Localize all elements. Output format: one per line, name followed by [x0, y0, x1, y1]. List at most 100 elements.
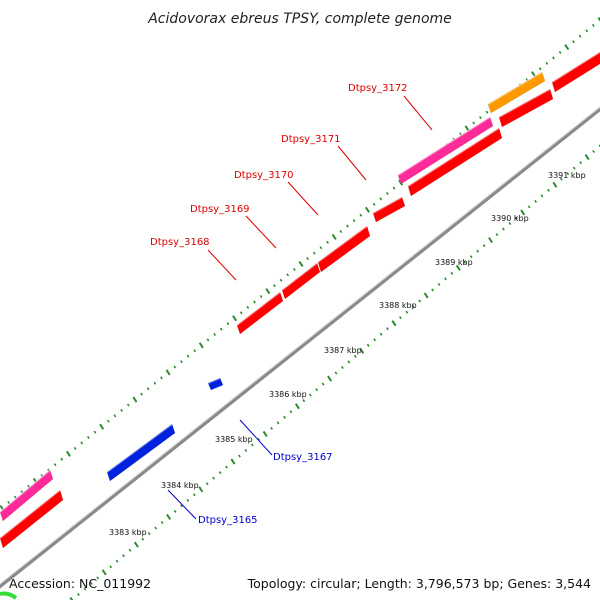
inner-tick: [166, 513, 172, 520]
outer-tick: [578, 34, 582, 38]
inner-tick-ring: [69, 144, 600, 600]
inner-tick: [238, 454, 241, 458]
outer-tick: [86, 435, 90, 440]
outer-tick: [213, 332, 217, 337]
inner-tick: [205, 482, 209, 486]
tick-label: 3391 kbp: [548, 171, 586, 180]
inner-tick: [347, 360, 351, 364]
leader-line: [403, 95, 433, 131]
leader-line: [337, 145, 367, 181]
inner-tick: [315, 388, 319, 392]
outer-tick: [525, 78, 529, 82]
gene-dtpsy-3167: [207, 377, 224, 391]
scale-labels: 3383 kbp 3384 kbp 3385 kbp 3386 kbp 3387 kbp…: [109, 171, 586, 537]
gene-label-reverse: Dtpsy_3167: [273, 452, 333, 463]
tick-label: 3389 kbp: [435, 258, 473, 267]
gene-dtpsy-3167-edge: [207, 377, 221, 384]
outer-tick: [93, 430, 97, 434]
outer-tick: [392, 186, 396, 190]
outer-tick: [113, 414, 117, 418]
outer-tick: [219, 327, 223, 331]
outer-tick: [346, 224, 349, 228]
gene-label-forward: Dtpsy_3172: [348, 83, 408, 94]
inner-tick: [308, 393, 312, 397]
inner-tick: [83, 587, 87, 591]
inner-tick: [534, 199, 537, 203]
inner-tick: [212, 476, 216, 480]
outer-tick: [53, 463, 57, 467]
gene-dtpsy-3169-edge: [281, 262, 318, 291]
inner-tick: [262, 430, 268, 437]
inner-tick: [198, 486, 204, 493]
inner-tick: [141, 537, 145, 541]
inner-tick: [527, 205, 531, 209]
outer-tick: [306, 257, 310, 261]
outer-tick: [120, 408, 123, 412]
outer-tick: [464, 125, 470, 132]
gene-dtpsy-3173: [551, 51, 600, 93]
gene-label-forward: Dtpsy_3169: [190, 204, 250, 215]
outer-tick: [140, 392, 143, 396]
inner-tick: [379, 332, 383, 336]
outer-tick: [259, 295, 263, 299]
outer-tick: [279, 278, 283, 282]
accession-label: Accession: NC_011992: [9, 576, 152, 591]
outer-tick: [364, 206, 370, 213]
gene-dtpsy-3172b-edge: [498, 88, 551, 118]
outer-tick: [564, 44, 570, 51]
inner-tick: [476, 249, 480, 253]
gene-dtpsy-3171-edge: [372, 196, 403, 214]
inner-tick: [552, 181, 558, 188]
gene-left-pink-edge: [0, 469, 51, 513]
outer-tick: [273, 284, 276, 288]
outer-tick: [485, 110, 489, 114]
outer-tick: [206, 338, 210, 342]
gene-left-red-edge: [0, 489, 61, 539]
leader-line: [287, 181, 319, 216]
tick-label: 3386 kbp: [269, 390, 307, 399]
inner-tick: [520, 209, 526, 216]
outer-tick: [65, 450, 71, 457]
inner-tick: [186, 498, 190, 502]
inner-tick: [283, 415, 286, 419]
backbone-line: [0, 106, 600, 589]
gene-label-forward: Dtpsy_3168: [150, 237, 210, 248]
gene-dtpsy-3169: [281, 262, 321, 300]
inner-tick: [115, 559, 119, 563]
inner-tick: [444, 277, 447, 281]
outer-tick: [385, 191, 389, 196]
gene-dtpsy-3172a: [407, 127, 503, 197]
outer-tick: [132, 396, 138, 403]
outer-tick: [352, 219, 356, 223]
outer-tick: [198, 342, 204, 349]
outer-tick: [472, 121, 476, 125]
inner-tick: [294, 403, 300, 410]
outer-tick: [99, 423, 105, 430]
gene-dtpsy-3172a-edge: [407, 127, 500, 187]
inner-tick: [341, 365, 344, 369]
outer-tick: [558, 51, 562, 55]
inner-tick: [437, 282, 441, 286]
inner-tick: [353, 354, 357, 358]
outer-tick: [292, 267, 296, 271]
inner-tick: [455, 264, 461, 271]
inner-tick: [508, 221, 512, 226]
inner-tick: [502, 227, 505, 231]
outer-tick: [298, 260, 304, 268]
gene-dtpsy-3173-edge: [551, 51, 600, 83]
outer-tick: [253, 300, 256, 304]
inner-tick: [547, 188, 550, 192]
inner-tick: [276, 421, 280, 425]
leader-line: [207, 249, 237, 281]
inner-tick: [289, 410, 293, 414]
tick-label: 3384 kbp: [161, 481, 199, 490]
outer-tick: [545, 61, 549, 65]
outer-tick: [326, 240, 329, 244]
inner-tick: [418, 299, 422, 303]
tick-label: 3388 kbp: [379, 301, 417, 310]
leader-line: [167, 489, 197, 520]
outer-tick: [312, 251, 316, 255]
leader-line: [239, 419, 273, 456]
outer-tick: [372, 202, 376, 206]
gene-orange: [487, 71, 546, 114]
